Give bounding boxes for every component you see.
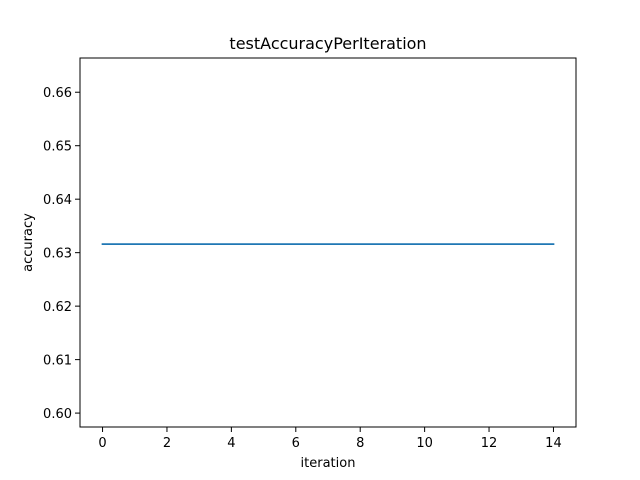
x-tick-label: 14 (545, 436, 562, 451)
y-axis-ticks: 0.60 0.61 0.62 0.63 0.64 0.65 0.66 (43, 86, 80, 422)
y-tick-label: 0.63 (43, 247, 72, 262)
x-axis-ticks: 0 2 4 6 8 10 12 14 (98, 427, 562, 451)
chart-title: testAccuracyPerIteration (229, 34, 426, 53)
y-tick-label: 0.60 (43, 407, 72, 422)
x-tick-label: 12 (481, 436, 498, 451)
y-tick-label: 0.62 (43, 300, 72, 315)
y-tick-label: 0.65 (43, 140, 72, 155)
y-tick-label: 0.61 (43, 354, 72, 369)
x-tick-label: 4 (227, 436, 235, 451)
y-tick-label: 0.64 (43, 193, 72, 208)
x-tick-label: 2 (163, 436, 171, 451)
x-tick-label: 6 (292, 436, 300, 451)
x-axis-label: iteration (301, 456, 356, 471)
plot-area-frame (79, 57, 577, 428)
x-tick-label: 8 (356, 436, 364, 451)
y-axis-label: accuracy (21, 213, 36, 272)
x-tick-label: 0 (98, 436, 106, 451)
y-tick-label: 0.66 (43, 86, 72, 101)
x-tick-label: 10 (416, 436, 433, 451)
